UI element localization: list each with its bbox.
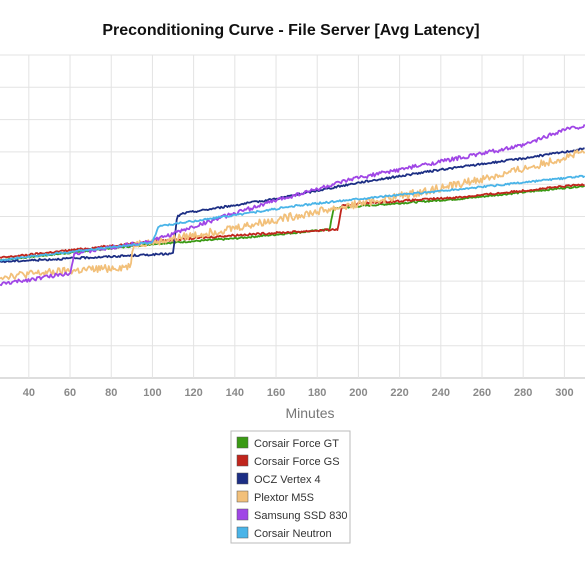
- series-line: [0, 149, 585, 281]
- legend-swatch: [236, 490, 249, 503]
- legend-label: Corsair Force GT: [254, 438, 339, 450]
- legend-swatch: [236, 472, 249, 485]
- x-tick-label: 260: [473, 387, 491, 399]
- x-tick-label: 60: [64, 387, 76, 399]
- legend-swatch: [236, 508, 249, 521]
- x-tick-label: 80: [105, 387, 117, 399]
- x-tick-label: 100: [143, 387, 161, 399]
- legend-swatch: [236, 436, 249, 449]
- chart-title: Preconditioning Curve - File Server [Avg…: [102, 22, 479, 39]
- legend-swatch: [236, 454, 249, 467]
- x-tick-label: 300: [555, 387, 573, 399]
- x-tick-label: 200: [349, 387, 367, 399]
- x-axis-label: Minutes: [285, 405, 334, 421]
- legend-box: [230, 430, 351, 544]
- series-line: [0, 124, 585, 287]
- x-tick-label: 40: [23, 387, 35, 399]
- x-tick-label: 280: [514, 387, 532, 399]
- x-tick-label: 220: [390, 387, 408, 399]
- x-tick-label: 180: [308, 387, 326, 399]
- legend: Corsair Force GT Corsair Force GS OCZ Vert…: [230, 430, 351, 544]
- legend-label: Corsair Neutron: [254, 528, 332, 540]
- legend-label: Samsung SSD 830: [254, 510, 348, 522]
- x-tick-label: 120: [184, 387, 202, 399]
- legend-label: Plextor M5S: [254, 492, 314, 504]
- series-lines: [0, 124, 585, 287]
- legend-label: Corsair Force GS: [254, 456, 340, 468]
- grid: [0, 54, 585, 379]
- legend-label: OCZ Vertex 4: [254, 474, 321, 486]
- x-tick-label: 140: [226, 387, 244, 399]
- series-line: [0, 147, 585, 264]
- x-axis-ticks: 40 60 80 100 120 140 160 180 200 220 240 260 280 300: [23, 387, 574, 399]
- legend-swatch: [236, 526, 249, 539]
- x-tick-label: 160: [267, 387, 285, 399]
- x-tick-label: 240: [432, 387, 450, 399]
- series-line: [0, 174, 585, 262]
